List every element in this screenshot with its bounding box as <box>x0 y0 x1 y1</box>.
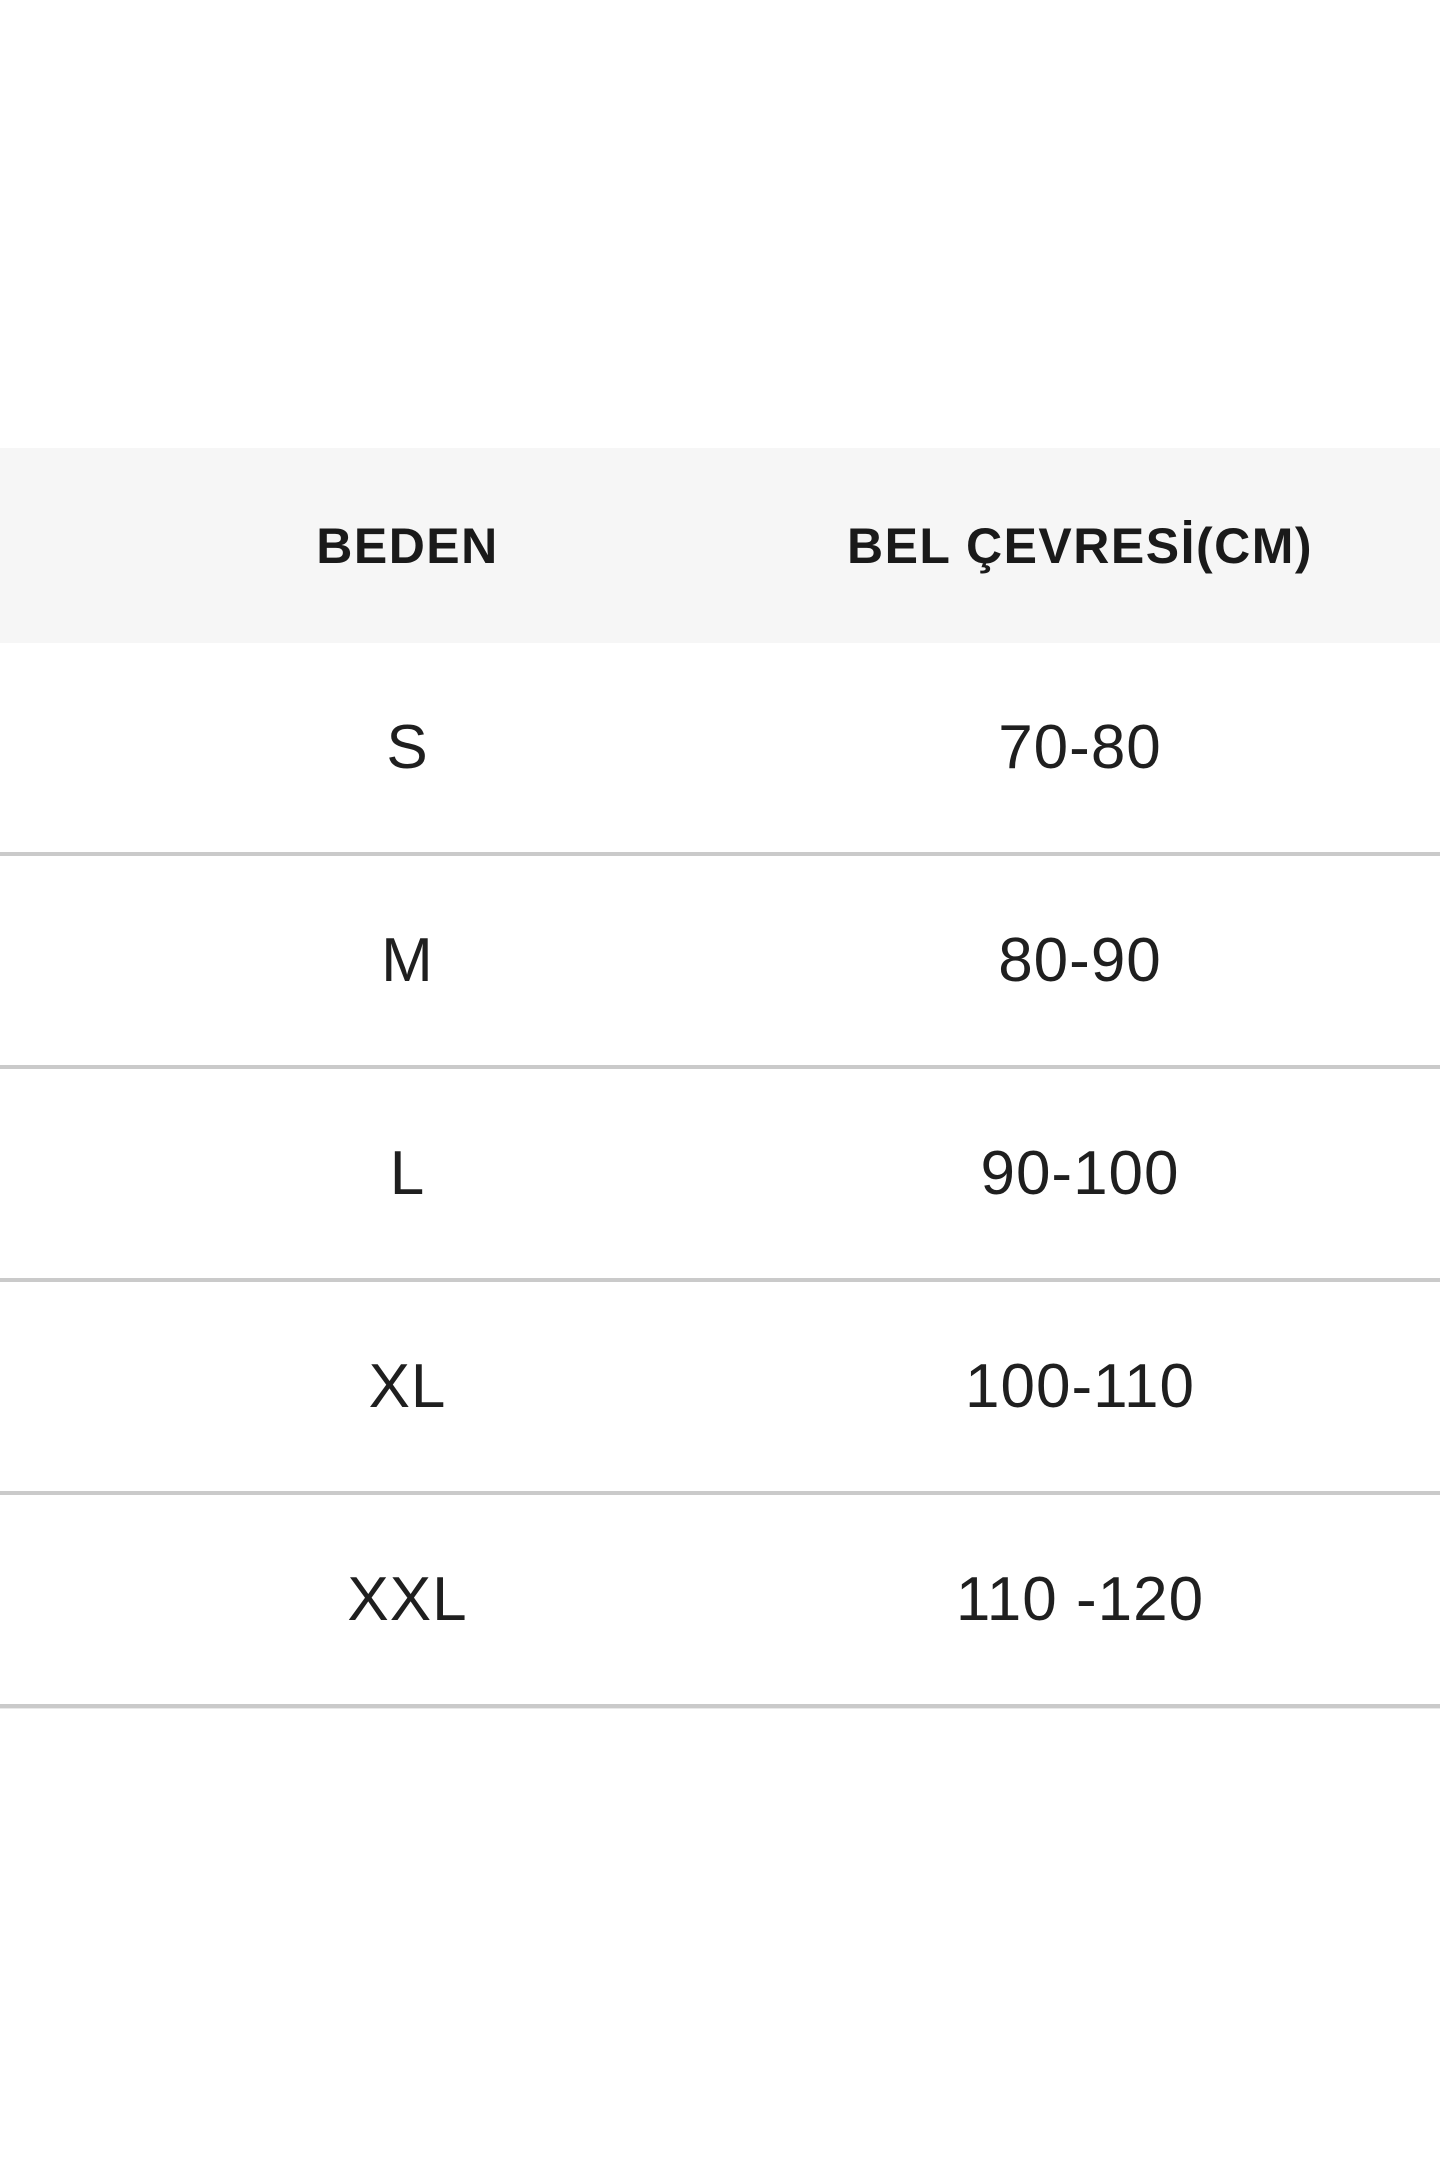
waist-range-value: 80-90 <box>998 926 1162 995</box>
waist-range-value: 100-110 <box>965 1352 1195 1421</box>
table-row-s: S 70-80 <box>0 643 1440 856</box>
size-value: S <box>386 713 429 782</box>
size-value: XXL <box>347 1565 468 1634</box>
size-value: L <box>389 1139 426 1208</box>
waist-range-value: 110 -120 <box>955 1565 1205 1634</box>
table-header-row: BEDEN BEL ÇEVRESİ(CM) <box>0 448 1440 643</box>
column-header-size: BEDEN <box>316 517 499 574</box>
table-row-m: M 80-90 <box>0 856 1440 1069</box>
size-value: XL <box>368 1352 447 1421</box>
column-header-waist: BEL ÇEVRESİ(CM) <box>846 517 1314 574</box>
size-value: M <box>381 926 434 995</box>
table-row-xxl: XXL 110 -120 <box>0 1495 1440 1708</box>
waist-range-value: 90-100 <box>980 1139 1180 1208</box>
table-row-l: L 90-100 <box>0 1069 1440 1282</box>
waist-range-value: 70-80 <box>998 713 1162 782</box>
size-chart-table: BEDEN BEL ÇEVRESİ(CM) S 70-80 M 80-90 L … <box>0 448 1440 1708</box>
table-row-xl: XL 100-110 <box>0 1282 1440 1495</box>
